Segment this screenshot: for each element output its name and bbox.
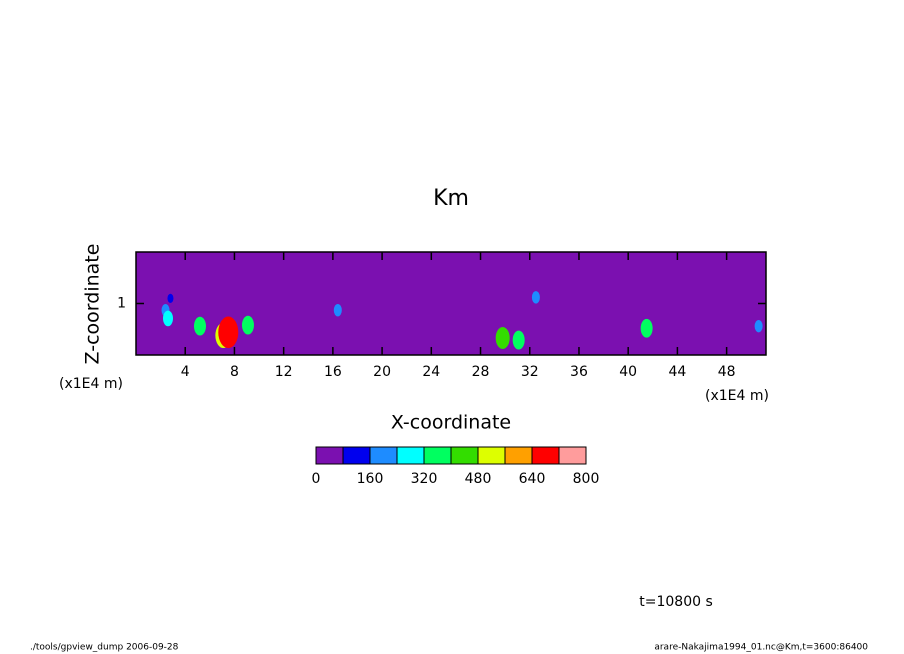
contour-cell	[754, 319, 763, 333]
contour-cell	[241, 315, 254, 335]
contour-cell	[333, 303, 342, 317]
x-tick-label: 4	[181, 364, 190, 380]
time-label: t=10800 s	[639, 594, 713, 610]
x-tick-label: 12	[275, 364, 293, 380]
field-background	[136, 252, 766, 355]
contour-cell	[162, 310, 173, 327]
x-tick-label: 48	[718, 364, 736, 380]
footer-right: arare-Nakajima1994_01.nc@Km,t=3600:86400	[654, 643, 868, 653]
colorbar-swatch	[450, 446, 479, 465]
x-axis-label: X-coordinate	[391, 412, 511, 434]
chart-title: Km	[433, 186, 469, 211]
x-tick-label: 36	[570, 364, 588, 380]
colorbar-swatch	[342, 446, 371, 465]
colorbar-label: 160	[357, 471, 384, 487]
contour-cell	[167, 293, 174, 303]
colorbar-swatch	[423, 446, 452, 465]
contour-cell	[495, 327, 510, 350]
contour-cell	[531, 291, 540, 304]
x-tick-label: 32	[521, 364, 539, 380]
x-tick-label: 40	[619, 364, 637, 380]
colorbar-label: 800	[573, 471, 600, 487]
contour-cell	[512, 330, 525, 350]
x-tick-label: 44	[668, 364, 686, 380]
x-tick-label: 20	[373, 364, 391, 380]
colorbar-swatch	[369, 446, 398, 465]
colorbar-swatch	[504, 446, 533, 465]
y-axis-label: Z-coordinate	[82, 244, 104, 365]
colorbar-swatch	[315, 446, 344, 465]
colorbar-label: 320	[411, 471, 438, 487]
x-tick-label: 28	[472, 364, 490, 380]
y-unit: (x1E4 m)	[59, 376, 123, 392]
contour-cell	[640, 318, 653, 338]
x-tick-label: 16	[324, 364, 342, 380]
x-tick-label: 8	[230, 364, 239, 380]
contour-cell	[218, 316, 239, 349]
footer-left: ./tools/gpview_dump 2006-09-28	[30, 643, 179, 653]
colorbar-label: 0	[312, 471, 321, 487]
y-tick-label: 1	[117, 296, 126, 312]
contour-cell	[193, 316, 206, 336]
colorbar-swatch	[558, 446, 587, 465]
colorbar-swatch	[531, 446, 560, 465]
colorbar-swatch	[396, 446, 425, 465]
x-tick-label: 24	[422, 364, 440, 380]
colorbar-swatch	[477, 446, 506, 465]
colorbar-label: 640	[519, 471, 546, 487]
colorbar-label: 480	[465, 471, 492, 487]
x-unit: (x1E4 m)	[705, 388, 769, 404]
